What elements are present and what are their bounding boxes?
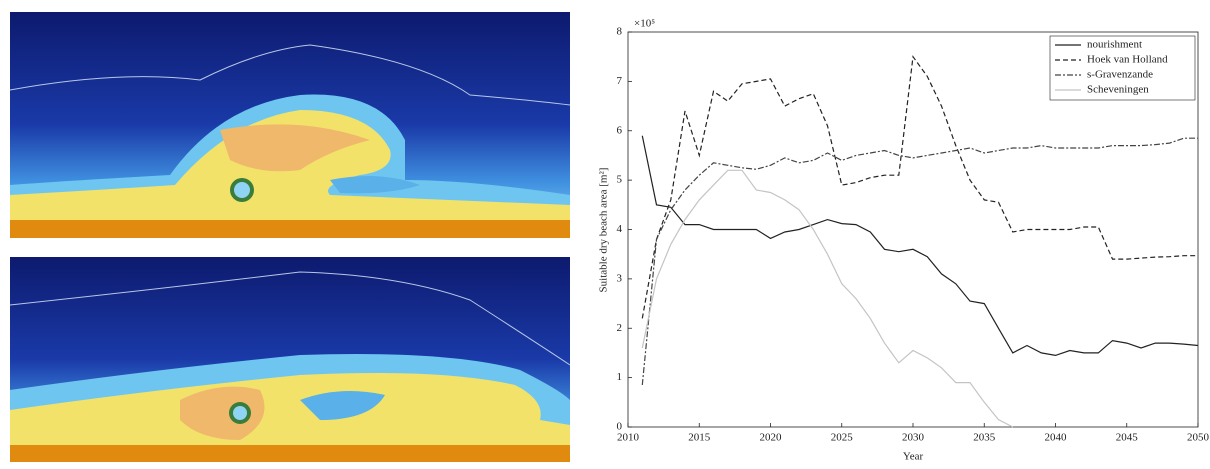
- legend-box: [1049, 35, 1196, 101]
- y-tick-label: 6: [617, 124, 623, 136]
- y-tick-label: 5: [617, 174, 623, 186]
- x-tick-label: 2035: [973, 432, 996, 444]
- y-axis-label: Suitable dry beach area [m²]: [598, 168, 610, 293]
- map-bottom: [9, 257, 571, 462]
- x-tick-label: 2010: [617, 432, 640, 444]
- series-line: [641, 137, 1198, 386]
- y-tick-label: 7: [617, 75, 623, 87]
- y-tick-label: 4: [617, 223, 623, 235]
- x-tick-label: 2015: [688, 432, 711, 444]
- x-axis-label: Year: [903, 451, 924, 463]
- line-chart: ×10⁵ Year Suitable dry beach area [m²]: [598, 18, 1199, 463]
- map-top: [9, 12, 571, 238]
- x-tick-label: 2045: [1116, 432, 1139, 444]
- y-multiplier: ×10⁵: [634, 18, 655, 30]
- x-tick-label: 2030: [902, 432, 925, 444]
- y-tick-label: 0: [617, 421, 623, 433]
- x-tick-label: 2025: [831, 432, 854, 444]
- legend-label: Hoek van Holland: [1087, 54, 1168, 66]
- legend-label: Scheveningen: [1087, 84, 1149, 96]
- x-tick-label: 2050: [1187, 432, 1210, 444]
- x-tick-label: 2040: [1045, 432, 1068, 444]
- series-line: [641, 55, 1198, 319]
- y-tick-label: 1: [617, 371, 623, 383]
- series-line: [641, 135, 1199, 357]
- legend-label: s-Gravenzande: [1087, 69, 1153, 81]
- y-tick-label: 3: [617, 272, 623, 284]
- x-tick-label: 2020: [760, 432, 783, 444]
- series-line: [641, 169, 1014, 428]
- legend-label: nourishment: [1087, 39, 1142, 51]
- y-tick-label: 8: [617, 26, 623, 38]
- y-tick-label: 2: [617, 322, 623, 334]
